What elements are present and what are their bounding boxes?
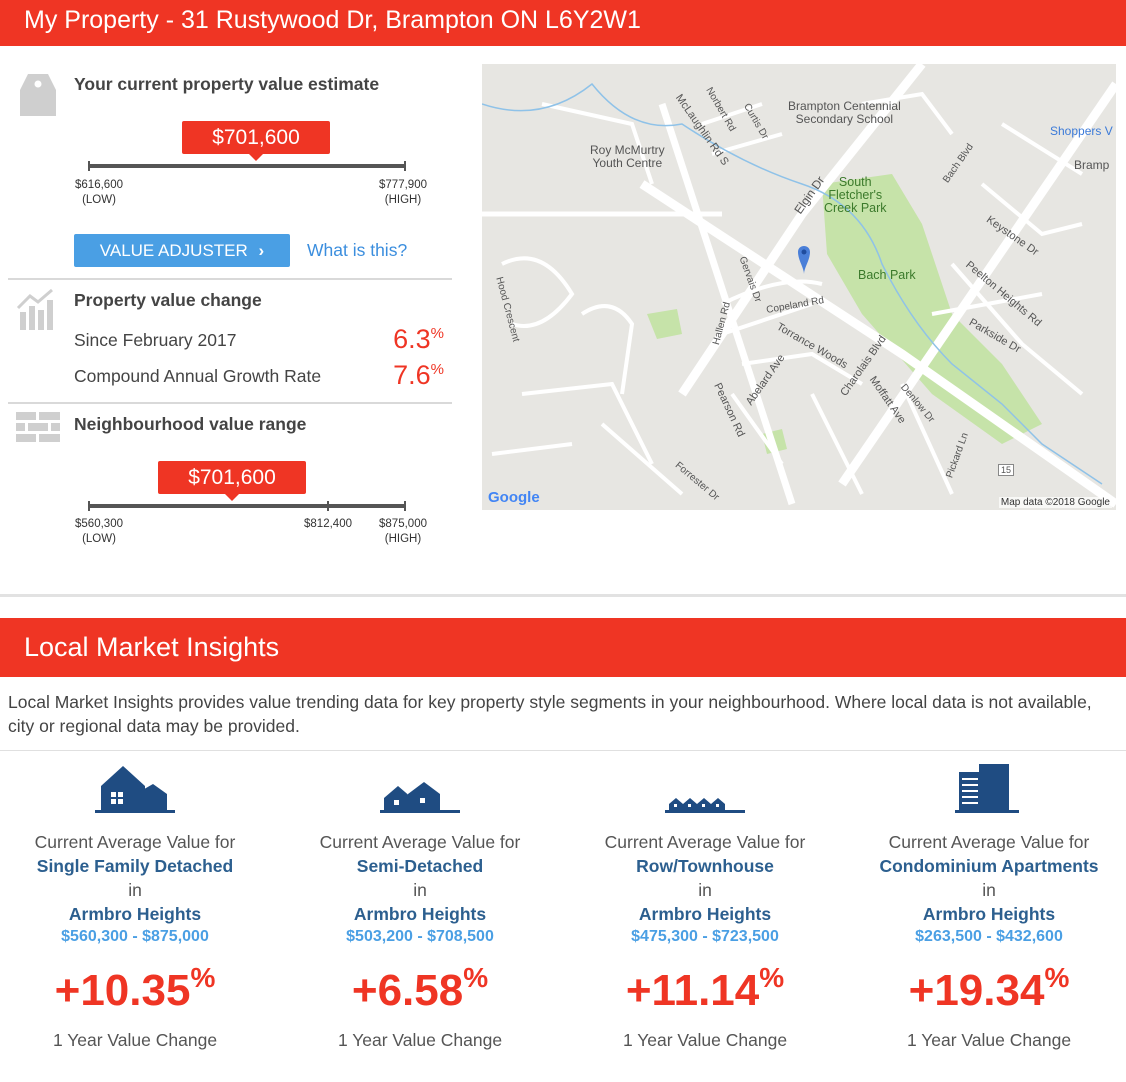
map-label-shoppers: Shoppers V: [1050, 124, 1113, 138]
neighbourhood-value-tag: $701,600: [158, 461, 306, 501]
card-change: +10.35%: [54, 962, 216, 1015]
divider: [8, 402, 452, 404]
card-in: in: [128, 880, 142, 900]
chevron-right-icon: ›: [258, 241, 265, 260]
card-footer: 1 Year Value Change: [906, 1030, 1072, 1050]
insight-card-detached: Current Average Value for Single Family …: [0, 762, 270, 1062]
card-change: +19.34%: [908, 962, 1070, 1015]
since-value: 6.3%: [393, 324, 444, 354]
card-area: Armbro Heights: [638, 904, 772, 924]
card-change: +11.14%: [625, 962, 785, 1015]
insights-header: Local Market Insights: [0, 618, 1126, 677]
card-type: Semi-Detached: [356, 856, 484, 876]
estimate-high: $777,900 (HIGH): [379, 179, 427, 206]
cagr-label: Compound Annual Growth Rate: [74, 366, 322, 386]
brick-wall-icon: [16, 412, 60, 442]
card-in: in: [982, 880, 996, 900]
card-footer: 1 Year Value Change: [52, 1030, 218, 1050]
card-type: Single Family Detached: [36, 856, 234, 876]
google-logo: Google: [488, 489, 540, 506]
card-type: Condominium Apartments: [879, 856, 1099, 876]
map-label-fletchers-park: South Fletcher's Creek Park: [824, 175, 887, 215]
page-title: My Property - 31 Rustywood Dr, Brampton …: [24, 6, 641, 34]
map-label-school: Brampton Centennial Secondary School: [788, 99, 901, 126]
insight-card-condo: Current Average Value for Condominium Ap…: [854, 762, 1124, 1062]
divider: [0, 750, 1126, 751]
neighbourhood-mid: $812,400: [304, 518, 352, 530]
range-tick: [88, 161, 90, 171]
detached-house-icon: [95, 766, 175, 813]
map-label-route: 15: [998, 464, 1015, 476]
card-prefix: Current Average Value for: [34, 832, 236, 852]
growth-chart-icon: [16, 288, 53, 330]
insights-title: Local Market Insights: [24, 632, 280, 662]
value-adjuster-label: VALUE ADJUSTER: [99, 241, 248, 260]
map-roads: [482, 64, 1116, 508]
card-range: $503,200 - $708,500: [346, 928, 494, 945]
card-area: Armbro Heights: [353, 904, 487, 924]
value-adjuster-button[interactable]: VALUE ADJUSTER ›: [74, 234, 290, 267]
card-prefix: Current Average Value for: [888, 832, 1090, 852]
insights-intro: Local Market Insights provides value tre…: [8, 692, 1092, 736]
card-prefix: Current Average Value for: [604, 832, 806, 852]
card-range: $263,500 - $432,600: [915, 928, 1063, 945]
neighbourhood-low: $560,300 (LOW): [75, 518, 123, 545]
range-tick: [404, 161, 406, 171]
map-label-brampton: Bramp: [1074, 158, 1110, 172]
map-label-bach-park: Bach Park: [858, 268, 916, 282]
divider: [8, 278, 452, 280]
card-in: in: [698, 880, 712, 900]
card-footer: 1 Year Value Change: [622, 1030, 788, 1050]
condo-building-icon: [955, 764, 1019, 813]
card-area: Armbro Heights: [68, 904, 202, 924]
insight-card-townhouse: Current Average Value for Row/Townhouse …: [570, 762, 840, 1062]
card-range: $560,300 - $875,000: [61, 928, 209, 945]
card-footer: 1 Year Value Change: [337, 1030, 503, 1050]
price-tag-icon: [20, 74, 56, 116]
value-change-title: Property value change: [74, 290, 262, 310]
estimate-range-bar: [88, 164, 406, 168]
card-change: +6.58%: [351, 962, 489, 1015]
map-label-youth-centre: Roy McMurtry Youth Centre: [590, 143, 665, 170]
neighbourhood-high: $875,000 (HIGH): [379, 518, 427, 545]
property-header: My Property - 31 Rustywood Dr, Brampton …: [0, 0, 1126, 46]
property-map[interactable]: Brampton Centennial Secondary School Roy…: [482, 64, 1116, 510]
range-tick: [88, 501, 90, 511]
neighbourhood-title: Neighbourhood value range: [74, 414, 307, 434]
card-type: Row/Townhouse: [636, 856, 774, 876]
estimate-title: Your current property value estimate: [74, 74, 380, 94]
range-tick: [327, 501, 329, 511]
card-area: Armbro Heights: [922, 904, 1056, 924]
what-is-this-link[interactable]: What is this?: [307, 240, 408, 260]
townhouse-icon: [665, 798, 745, 813]
card-prefix: Current Average Value for: [319, 832, 521, 852]
semi-detached-icon: [380, 782, 460, 813]
since-label: Since February 2017: [74, 330, 237, 350]
neighbourhood-range-bar: [88, 504, 406, 508]
card-range: $475,300 - $723,500: [631, 928, 779, 945]
section-divider: [0, 594, 1126, 597]
card-in: in: [413, 880, 427, 900]
map-attribution: Map data ©2018 Google: [998, 497, 1112, 508]
estimate-low: $616,600 (LOW): [75, 179, 123, 206]
cagr-value: 7.6%: [393, 360, 444, 390]
range-tick: [404, 501, 406, 511]
estimate-value-tag: $701,600: [182, 121, 330, 161]
insight-card-semi: Current Average Value for Semi-Detached …: [285, 762, 555, 1062]
